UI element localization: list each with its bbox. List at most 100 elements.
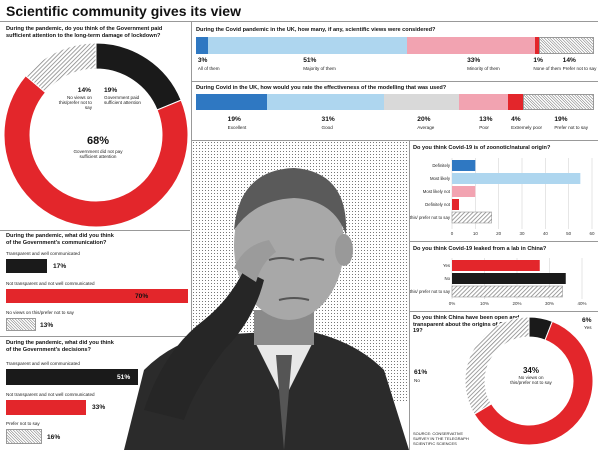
right-rule-1 — [410, 241, 598, 242]
comm-noview-bar — [6, 318, 36, 331]
comm-not-label: Not transparent and not well communicate… — [6, 281, 95, 286]
china-donut-slices — [464, 316, 594, 446]
dec-not-label: Not transparent and not well communicate… — [6, 392, 95, 397]
segment-pct: 19% — [554, 116, 568, 123]
segment-all-of-them — [196, 37, 208, 54]
segment-label: Minority of them — [467, 66, 500, 71]
segment-label: Majority of them — [303, 66, 336, 71]
comm-transparent-bar — [6, 259, 47, 273]
lockdown-no-label: Government did not pay sufficient attent… — [73, 149, 123, 160]
segment-pct: 3% — [197, 57, 208, 64]
source-note: SOURCE: CONSERVATIVE SURVEY IN THE TELEG… — [413, 431, 469, 447]
left-rule-2 — [0, 336, 190, 337]
dec-prefer-pct: 16% — [47, 434, 61, 441]
segment-extremely-poor — [507, 94, 523, 110]
segment-good — [267, 94, 384, 110]
x-tick-label: 0% — [449, 301, 456, 306]
x-tick-label: 10 — [473, 231, 479, 236]
china-no-label: No — [414, 378, 420, 383]
dec-transparent-label: Transparent and well communicated — [6, 361, 80, 366]
segment-pct: 31% — [321, 116, 335, 123]
x-tick-label: 20% — [512, 301, 521, 306]
category-label: No views on this/ prefer not to say — [410, 215, 451, 220]
bar-definitely-not — [452, 199, 459, 210]
china-question: Do you think China have been open and tr… — [413, 315, 520, 335]
x-tick-label: 40% — [577, 301, 586, 306]
segment-none-of-them — [535, 37, 540, 54]
category-label: No — [445, 276, 451, 281]
bar-no-views-on-this-prefer-not-to-say — [451, 285, 563, 298]
lab-chart: 0% 10% 20% 30% 40% Yes No No views on this/ pre… — [410, 258, 587, 306]
segment-minority-of-them — [406, 37, 536, 54]
x-tick-label: 20 — [496, 231, 502, 236]
dec-prefer-label: Prefer not to say — [6, 421, 40, 426]
bar-yes — [452, 260, 540, 271]
lockdown-donut — [3, 42, 189, 228]
donut-slice-no-views-on-this-prefer-not-to-say — [464, 316, 530, 415]
top-rule-2 — [192, 140, 598, 141]
china-noview-label: No views on this/prefer not to say — [510, 375, 552, 386]
category-label: No views on this/ prefer not to say — [410, 289, 451, 294]
dec-prefer-bar — [6, 429, 42, 444]
modelling-labels: 19% Excellent 31% Good 20% Average 13% Poor 4% Ex… — [196, 116, 594, 138]
x-tick-label: 30 — [519, 231, 525, 236]
segment-label: All of them — [197, 66, 220, 71]
category-label: Definitely not — [425, 202, 451, 207]
china-yes-label: Yes — [584, 325, 592, 330]
x-tick-label: 30% — [545, 301, 554, 306]
segment-majority-of-them — [207, 37, 407, 54]
lockdown-no-pct: 68% — [86, 135, 110, 147]
segment-pct: 20% — [417, 116, 431, 123]
lockdown-yes-pct: 19% — [104, 87, 118, 94]
segment-label: Poor — [479, 125, 489, 130]
views-stacked-bar — [196, 37, 594, 54]
category-label: Most likely — [430, 176, 451, 181]
dec-transparent-pct: 51% — [117, 374, 131, 381]
china-no-pct: 61% — [414, 369, 428, 376]
china-donut — [464, 316, 594, 446]
segment-excellent — [196, 94, 268, 110]
title-rule — [0, 21, 598, 22]
category-label: Most likely not — [423, 189, 451, 194]
segment-pct: 51% — [303, 57, 317, 64]
comm-noview-label: No views on this/prefer not to say — [6, 310, 74, 315]
segment-label: Good — [321, 125, 333, 130]
column-divider — [191, 22, 192, 450]
top-rule-1 — [192, 81, 598, 82]
zoonotic-chart: 0 10 20 30 40 50 60 Definitely Most likely Most l… — [410, 158, 595, 236]
x-tick-label: 60 — [589, 231, 595, 236]
right-divider — [409, 141, 410, 450]
donut-slice-government-did-not-pay-sufficient-attention — [3, 75, 189, 228]
segment-pct: 13% — [479, 116, 493, 123]
segment-label: Prefer not to say — [554, 125, 589, 130]
lockdown-noview-label: No views on this/prefer not to say — [58, 95, 92, 111]
segment-poor — [458, 94, 508, 110]
dec-transparent-bar — [6, 369, 138, 385]
modelling-question: During Covid in the UK, how would you ra… — [196, 85, 447, 91]
donut-slice-no-views-on-this-prefer-not-to-say — [24, 42, 97, 94]
dec-not-bar — [6, 400, 86, 415]
segment-pct: 1% — [533, 57, 543, 64]
right-rule-2 — [410, 311, 598, 312]
bar-most-likely-not — [452, 186, 476, 197]
segment-label: None of them — [533, 66, 561, 71]
comm-transparent-label: Transparent and well communicated — [6, 251, 80, 256]
dec-not-pct: 33% — [92, 404, 106, 411]
segment-average — [383, 94, 459, 110]
segment-label: Extremely poor — [511, 125, 543, 130]
comm-not-bar — [6, 289, 188, 303]
lab-question: Do you think Covid-19 leaked from a lab … — [413, 246, 547, 252]
segment-prefer-not-to-say — [522, 94, 594, 110]
left-rule-1 — [0, 230, 190, 231]
china-yes-pct: 6% — [582, 317, 592, 324]
bar-no — [452, 273, 566, 284]
views-question: During the Covid pandemic in the UK, how… — [196, 27, 436, 33]
decisions-question: During the pandemic, what did you think … — [6, 340, 114, 353]
segment-label: Average — [417, 125, 435, 130]
segment-pct: 4% — [511, 116, 521, 123]
china-noview-pct: 34% — [522, 366, 539, 375]
x-tick-label: 50 — [566, 231, 572, 236]
x-tick-label: 10% — [480, 301, 489, 306]
zoonotic-question: Do you think Covid-19 is of zoonotic/nat… — [413, 145, 551, 151]
views-labels: 3% All of them 51% Majority of them 33% Minor… — [196, 57, 597, 79]
